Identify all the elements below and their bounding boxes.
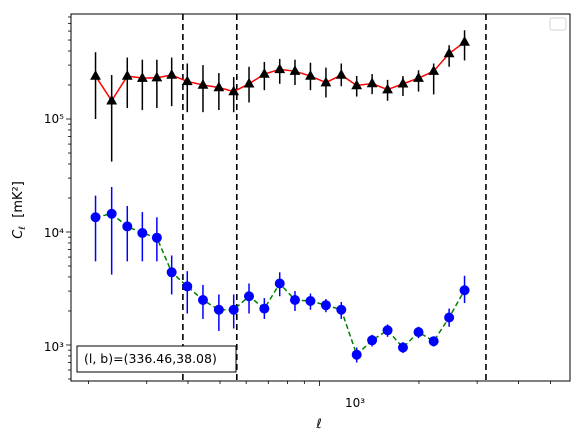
green-series-point xyxy=(459,285,470,296)
green-series-point xyxy=(444,312,455,323)
red-series-point xyxy=(106,94,118,105)
red-series-point xyxy=(366,77,378,88)
red-series-point xyxy=(243,77,255,88)
green-series-point xyxy=(305,296,316,307)
red-series-point xyxy=(136,72,148,82)
green-series-point xyxy=(413,327,424,338)
y-axis-label: Cℓ [mK²] xyxy=(11,181,28,239)
red-series-point xyxy=(258,68,270,78)
y-tick-label-1e4: 10⁴ xyxy=(44,226,64,240)
axis-ticks xyxy=(66,16,551,386)
red-series-point xyxy=(320,76,332,87)
red-series-point xyxy=(121,70,133,80)
legend-box xyxy=(549,17,567,31)
green-series-point xyxy=(106,208,117,219)
red-series-point xyxy=(428,65,440,75)
green-series-point xyxy=(166,267,177,278)
y-tick-label-1e5: 10⁵ xyxy=(44,112,64,126)
red-series-point xyxy=(197,78,209,89)
series-circle-green xyxy=(90,187,470,363)
red-series-point xyxy=(228,85,240,96)
annotation-text: (l, b)=(336.46,38.08) xyxy=(84,351,217,366)
green-series-point xyxy=(244,291,255,302)
green-series-point xyxy=(228,304,239,315)
green-series-point xyxy=(122,221,133,232)
green-series-point xyxy=(367,335,378,346)
green-series-point xyxy=(213,304,224,315)
red-series-point xyxy=(351,79,363,90)
vertical-dashed-lines xyxy=(182,14,487,381)
x-axis-label: ℓ xyxy=(315,417,321,432)
red-series-point xyxy=(289,65,301,75)
y-axis-label-unit: [mK²] xyxy=(11,181,26,218)
green-series-point xyxy=(397,342,408,353)
green-series-point xyxy=(382,325,393,336)
green-series-point xyxy=(320,300,331,311)
red-series-point xyxy=(382,83,393,94)
green-series-point xyxy=(289,295,300,306)
red-series-point xyxy=(335,69,347,79)
green-series-point xyxy=(151,232,162,243)
y-axis-label-main: C xyxy=(11,229,26,239)
green-series-point xyxy=(351,349,362,360)
annotation-box: (l, b)=(336.46,38.08) xyxy=(76,345,237,373)
green-series-point xyxy=(137,227,148,238)
red-series-point xyxy=(181,75,193,86)
red-series-point xyxy=(459,36,470,46)
green-series-point xyxy=(274,278,285,289)
red-series-point xyxy=(397,77,409,88)
red-series-point xyxy=(90,70,101,80)
green-series-point xyxy=(259,303,270,314)
green-series-point xyxy=(90,212,101,223)
x-tick-label: 10³ xyxy=(345,396,365,410)
annotation-frame xyxy=(76,345,237,373)
red-series-point xyxy=(413,72,424,82)
red-series-point xyxy=(213,81,225,92)
plot-frame xyxy=(70,13,571,382)
green-series-point xyxy=(336,304,347,315)
y-axis-label-sub: ℓ xyxy=(18,226,28,231)
y-tick-label-1e3: 10³ xyxy=(44,340,64,354)
series-triangle-red xyxy=(90,30,470,162)
red-series-point xyxy=(274,63,286,74)
green-series-point xyxy=(197,295,208,306)
svg-text:Cℓ [mK²]: Cℓ [mK²] xyxy=(11,181,28,239)
red-series-point xyxy=(305,70,316,80)
red-series-point xyxy=(443,47,455,58)
green-series-point xyxy=(428,336,439,347)
green-series-point xyxy=(182,281,193,292)
red-series-point xyxy=(166,69,178,79)
red-series-point xyxy=(151,71,163,82)
